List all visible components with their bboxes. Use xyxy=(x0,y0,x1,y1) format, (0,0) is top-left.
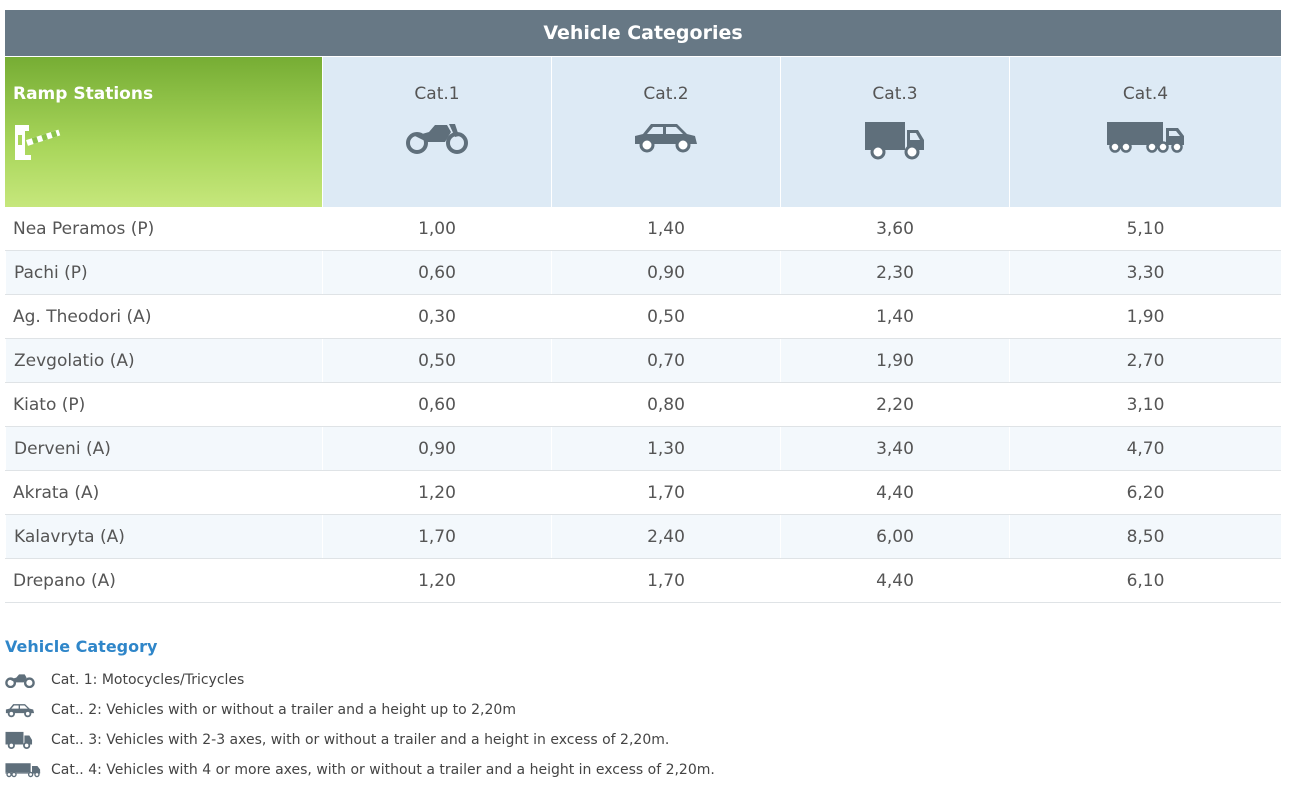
legend-item: Cat.. 2: Vehicles with or without a trai… xyxy=(5,695,905,725)
toll-value-cell: 0,70 xyxy=(551,339,780,382)
table-row: Drepano (A) 1,20 1,70 4,40 6,10 xyxy=(5,559,1281,603)
toll-value-cell: 4,70 xyxy=(1009,427,1281,470)
legend-title: Vehicle Category xyxy=(5,637,158,656)
category-header-3: Cat.3 xyxy=(780,57,1009,207)
toll-value-cell: 0,60 xyxy=(322,383,551,426)
table-row: Kiato (P) 0,60 0,80 2,20 3,10 xyxy=(5,383,1281,427)
toll-value-cell: 4,40 xyxy=(780,559,1009,602)
legend-text: Cat. 1: Motocycles/Tricycles xyxy=(51,672,245,688)
ramp-stations-label: Ramp Stations xyxy=(13,84,154,104)
category-label: Cat.2 xyxy=(643,84,689,104)
toll-barrier-icon xyxy=(15,123,63,168)
legend-text: Cat.. 4: Vehicles with 4 or more axes, w… xyxy=(51,762,715,778)
station-name-cell: Nea Peramos (P) xyxy=(13,218,155,239)
table-title: Vehicle Categories xyxy=(5,10,1281,56)
toll-value-cell: 1,70 xyxy=(551,471,780,514)
legend-item: Cat. 1: Motocycles/Tricycles xyxy=(5,665,905,695)
station-name-cell: Kiato (P) xyxy=(13,394,86,415)
toll-value-cell: 3,40 xyxy=(780,427,1009,470)
ramp-stations-header: Ramp Stations xyxy=(5,57,322,207)
table-row: Akrata (A) 1,20 1,70 4,40 6,20 xyxy=(5,471,1281,515)
toll-value-cell: 8,50 xyxy=(1009,515,1281,558)
station-name-cell: Ag. Theodori (A) xyxy=(13,306,152,327)
toll-value-cell: 0,30 xyxy=(322,295,551,338)
category-label: Cat.4 xyxy=(1122,84,1169,104)
table-row: Derveni (A) 0,90 1,30 3,40 4,70 xyxy=(5,427,1281,471)
category-header-2: Cat.2 xyxy=(551,57,780,207)
category-label: Cat.3 xyxy=(872,84,918,104)
toll-value-cell: 3,30 xyxy=(1009,251,1281,294)
category-label: Cat.1 xyxy=(414,84,460,104)
toll-value-cell: 1,00 xyxy=(322,207,551,250)
toll-value-cell: 0,90 xyxy=(551,251,780,294)
toll-value-cell: 4,40 xyxy=(780,471,1009,514)
toll-value-cell: 1,40 xyxy=(551,207,780,250)
legend-text: Cat.. 3: Vehicles with 2-3 axes, with or… xyxy=(51,732,670,748)
trailer-truck-icon xyxy=(1010,120,1281,154)
toll-value-cell: 2,30 xyxy=(780,251,1009,294)
table-row: Nea Peramos (P) 1,00 1,40 3,60 5,10 xyxy=(5,207,1281,251)
table-row: Pachi (P) 0,60 0,90 2,30 3,30 xyxy=(5,251,1281,295)
toll-value-cell: 1,30 xyxy=(551,427,780,470)
station-name-cell: Zevgolatio (A) xyxy=(5,339,322,382)
toll-value-cell: 0,50 xyxy=(322,339,551,382)
toll-value-cell: 5,10 xyxy=(1009,207,1281,250)
toll-value-cell: 2,40 xyxy=(551,515,780,558)
table-row: Ag. Theodori (A) 0,30 0,50 1,40 1,90 xyxy=(5,295,1281,339)
car-icon xyxy=(552,120,780,154)
station-name-cell: Kalavryta (A) xyxy=(5,515,322,558)
toll-value-cell: 1,20 xyxy=(322,559,551,602)
toll-value-cell: 1,90 xyxy=(780,339,1009,382)
motorcycle-icon xyxy=(5,672,51,688)
station-name-cell: Akrata (A) xyxy=(13,482,100,503)
table-row: Zevgolatio (A) 0,50 0,70 1,90 2,70 xyxy=(5,339,1281,383)
toll-value-cell: 6,20 xyxy=(1009,471,1281,514)
toll-value-cell: 0,80 xyxy=(551,383,780,426)
vehicle-category-legend: Vehicle Category Cat. 1: Motocycles/Tric… xyxy=(5,637,905,785)
toll-value-cell: 1,20 xyxy=(322,471,551,514)
toll-value-cell: 3,60 xyxy=(780,207,1009,250)
motorcycle-icon xyxy=(323,120,551,154)
legend-item: Cat.. 3: Vehicles with 2-3 axes, with or… xyxy=(5,725,905,755)
toll-value-cell: 1,40 xyxy=(780,295,1009,338)
toll-value-cell: 0,90 xyxy=(322,427,551,470)
toll-value-cell: 1,70 xyxy=(322,515,551,558)
toll-value-cell: 6,10 xyxy=(1009,559,1281,602)
trailer-truck-icon xyxy=(5,762,51,778)
toll-value-cell: 0,50 xyxy=(551,295,780,338)
station-name-cell: Drepano (A) xyxy=(13,570,116,591)
table-row: Kalavryta (A) 1,70 2,40 6,00 8,50 xyxy=(5,515,1281,559)
legend-item: Cat.. 4: Vehicles with 4 or more axes, w… xyxy=(5,755,905,785)
category-header-4: Cat.4 xyxy=(1009,57,1281,207)
table-header-row: Ramp Stations Cat.1 xyxy=(5,57,1281,207)
truck-icon xyxy=(781,120,1009,160)
toll-value-cell: 6,00 xyxy=(780,515,1009,558)
toll-value-cell: 2,20 xyxy=(780,383,1009,426)
legend-text: Cat.. 2: Vehicles with or without a trai… xyxy=(51,702,516,718)
station-name-cell: Pachi (P) xyxy=(5,251,322,294)
station-name-cell: Derveni (A) xyxy=(5,427,322,470)
toll-value-cell: 0,60 xyxy=(322,251,551,294)
toll-value-cell: 3,10 xyxy=(1009,383,1281,426)
toll-value-cell: 2,70 xyxy=(1009,339,1281,382)
table-body: Nea Peramos (P) 1,00 1,40 3,60 5,10 Pachi (P)… xyxy=(5,207,1281,603)
toll-value-cell: 1,70 xyxy=(551,559,780,602)
car-icon xyxy=(5,702,51,718)
truck-icon xyxy=(5,731,51,749)
toll-table: Vehicle Categories Ramp Stations xyxy=(5,10,1281,603)
toll-value-cell: 1,90 xyxy=(1009,295,1281,338)
category-header-1: Cat.1 xyxy=(322,57,551,207)
